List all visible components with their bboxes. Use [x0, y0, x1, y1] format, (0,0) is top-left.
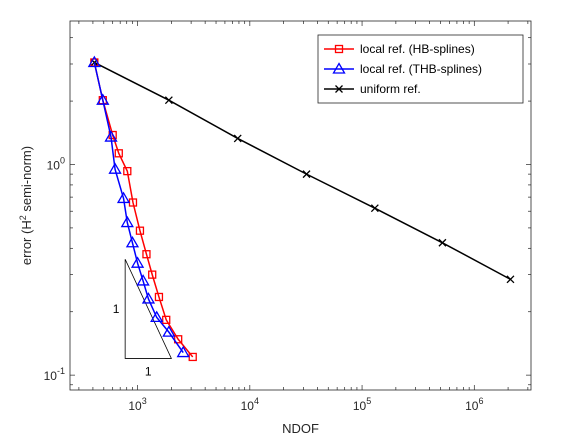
data-point-x: [233, 134, 242, 143]
y-axis-label-superscript: 2: [18, 215, 28, 220]
data-point-triangle: [130, 256, 145, 268]
data-point-triangle: [87, 55, 101, 68]
data-point-triangle: [176, 345, 190, 358]
data-point-triangle: [141, 292, 156, 304]
legend-label: uniform ref.: [360, 82, 421, 96]
legend-entry: local ref. (THB-splines): [324, 62, 482, 76]
data-point-triangle: [136, 274, 150, 286]
data-point-x: [438, 238, 447, 247]
data-point-square: [135, 226, 145, 235]
legend-label: local ref. (HB-splines): [360, 42, 475, 56]
x-tick-label: 103: [128, 396, 146, 413]
slope-triangle-vertical-label: 1: [113, 302, 120, 316]
x-tick-label-base: 10: [353, 399, 367, 413]
data-point-square: [334, 44, 344, 54]
series-line: [93, 62, 184, 353]
x-tick-label-exponent: 4: [254, 396, 259, 406]
data-point-triangle: [116, 191, 131, 204]
legend-entry: uniform ref.: [324, 82, 421, 96]
legend-label: local ref. (THB-splines): [360, 62, 482, 76]
slope-triangle-horizontal-label: 1: [145, 364, 152, 378]
y-tick-label-exponent: 0: [60, 155, 65, 165]
data-point-square: [123, 166, 132, 176]
x-axis-label: NDOF: [282, 421, 319, 436]
y-axis-label-suffix: semi-norm): [19, 146, 34, 215]
data-point-square: [148, 270, 157, 279]
x-tick-label-base: 10: [241, 399, 255, 413]
y-axis-label-prefix: error (H: [19, 220, 34, 265]
data-point-triangle: [120, 215, 134, 228]
data-point-square: [114, 149, 123, 158]
x-tick-label: 104: [241, 396, 259, 413]
data-point-x: [370, 204, 379, 213]
x-tick-label: 105: [353, 396, 371, 413]
data-point-triangle: [332, 62, 346, 74]
data-point-triangle: [125, 235, 140, 248]
y-tick-label: 100: [47, 155, 65, 172]
data-point-x: [302, 170, 311, 179]
y-tick-label-base: 10: [47, 158, 61, 172]
x-tick-label-base: 10: [465, 399, 479, 413]
legend-entry: local ref. (HB-splines): [324, 42, 475, 56]
x-tick-label-exponent: 5: [366, 396, 371, 406]
x-tick-label: 106: [465, 396, 483, 413]
y-tick-label-exponent: -1: [57, 366, 65, 376]
slope-triangle: [124, 259, 172, 359]
legend-box: [317, 34, 524, 104]
x-tick-label-exponent: 3: [142, 396, 147, 406]
data-point-x: [164, 96, 173, 105]
y-axis-label: error (H2 semi-norm): [18, 146, 34, 265]
data-point-triangle: [96, 93, 110, 105]
data-point-triangle: [108, 162, 122, 174]
data-point-triangle: [150, 310, 164, 323]
data-point-x: [335, 85, 343, 93]
data-point-triangle: [104, 130, 118, 142]
data-point-triangle: [162, 325, 176, 337]
y-tick-label-base: 10: [44, 369, 58, 383]
x-tick-label-exponent: 6: [478, 396, 483, 406]
data-point-square: [154, 292, 164, 302]
data-point-square: [162, 315, 171, 325]
x-tick-label-base: 10: [128, 399, 142, 413]
series-triangle-group: [87, 55, 190, 358]
data-point-square: [142, 250, 151, 259]
data-point-x: [506, 275, 515, 284]
y-tick-label: 10-1: [44, 366, 65, 383]
